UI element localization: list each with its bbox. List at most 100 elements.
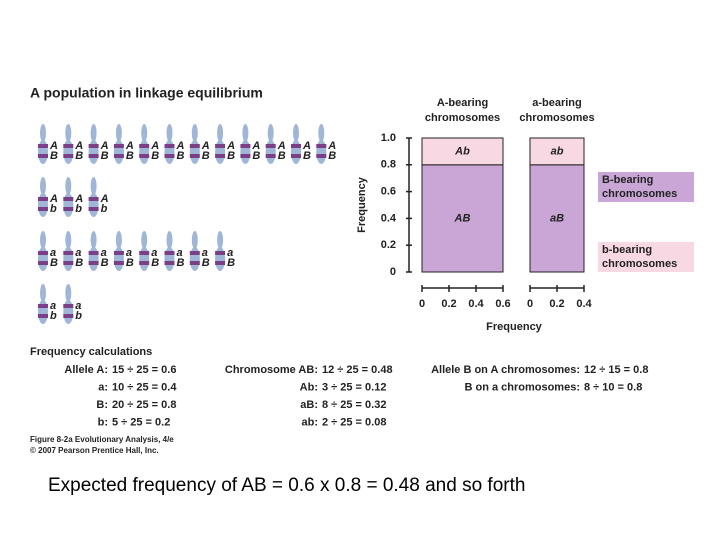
- calc-label: aB:: [300, 399, 318, 411]
- allele-label: B: [126, 257, 134, 269]
- calc-label: B on a chromosomes:: [464, 381, 580, 393]
- row-label: chromosomes: [602, 258, 677, 270]
- band: [38, 261, 48, 265]
- chromosome-arm: [115, 231, 122, 249]
- calc-label: b:: [98, 416, 108, 428]
- chromosome-arm: [90, 177, 97, 195]
- allele-label: b: [101, 203, 108, 215]
- mosaic-cell: [529, 164, 585, 273]
- chromosome-arm: [65, 177, 72, 195]
- allele-label: a: [202, 247, 208, 259]
- y-tick-label: 0.8: [381, 159, 396, 171]
- calc-expression: 12 ÷ 25 = 0.48: [322, 364, 393, 376]
- chromosome-arm: [291, 140, 301, 164]
- allele-label: A: [150, 140, 159, 152]
- band: [88, 197, 99, 201]
- band: [139, 154, 150, 158]
- calc-expression: 5 ÷ 25 = 0.2: [112, 416, 170, 428]
- allele-label: a: [50, 247, 56, 259]
- row-label: b-bearing: [602, 244, 652, 256]
- row-label-box: [598, 242, 694, 272]
- chromosome-arm: [38, 247, 48, 271]
- band: [189, 251, 200, 255]
- x-tick-label: 0.4: [468, 298, 484, 310]
- allele-label: A: [201, 140, 210, 152]
- band: [316, 144, 327, 148]
- cell-label: Ab: [454, 145, 470, 157]
- band: [189, 154, 200, 158]
- chromosome-arm: [40, 177, 46, 195]
- chromosome-arm: [141, 231, 148, 249]
- allele-label: B: [177, 257, 185, 269]
- band: [113, 261, 124, 265]
- allele-label: b: [50, 310, 57, 322]
- band: [215, 251, 226, 255]
- caption: Expected frequency of AB = 0.6 x 0.8 = 0…: [48, 475, 525, 496]
- band: [88, 207, 99, 211]
- chromosome-arm: [166, 124, 173, 142]
- chromosome-arm: [113, 140, 124, 164]
- calc-label: Allele A:: [64, 364, 108, 376]
- allele-label: A: [226, 140, 235, 152]
- chromosome-arm: [318, 124, 325, 142]
- allele-label: a: [151, 247, 157, 259]
- chromosome-arm: [40, 231, 46, 249]
- chromosome-arm: [40, 124, 46, 142]
- allele-label: a: [126, 247, 132, 259]
- band: [63, 197, 74, 201]
- allele-label: A: [277, 140, 286, 152]
- band: [215, 154, 226, 158]
- allele-label: b: [75, 203, 82, 215]
- allele-label: a: [177, 247, 183, 259]
- chromosome-arm: [90, 124, 97, 142]
- chromosome-arm: [316, 140, 327, 164]
- chromosome-arm: [215, 247, 226, 271]
- allele-label: A: [327, 140, 336, 152]
- allele-label: A: [74, 140, 83, 152]
- allele-label: A: [176, 140, 185, 152]
- chromosome-arm: [217, 124, 224, 142]
- chromosome-arm: [164, 140, 175, 164]
- allele-label: B: [50, 150, 58, 162]
- allele-label: A: [125, 140, 134, 152]
- x-tick-label: 0.4: [576, 298, 592, 310]
- allele-label: B: [151, 150, 159, 162]
- band: [88, 154, 99, 158]
- band: [38, 304, 48, 308]
- allele-label: A: [49, 193, 58, 205]
- band: [215, 144, 226, 148]
- allele-label: B: [202, 257, 210, 269]
- allele-label: a: [227, 247, 233, 259]
- allele-label: B: [278, 150, 286, 162]
- allele-label: A: [100, 140, 109, 152]
- allele-label: a: [75, 247, 81, 259]
- x-axis-label: Frequency: [486, 321, 543, 333]
- band: [38, 251, 48, 255]
- row-label: B-bearing: [602, 174, 653, 186]
- figure-title: A population in linkage equilibrium: [30, 85, 263, 101]
- chromosome-arm: [90, 231, 97, 249]
- chromosome-arm: [88, 140, 99, 164]
- band: [139, 251, 150, 255]
- chromosome-arm: [189, 140, 200, 164]
- column-label: chromosomes: [519, 112, 594, 124]
- allele-label: B: [101, 150, 109, 162]
- allele-label: A: [251, 140, 260, 152]
- calc-label: Allele B on A chromosomes:: [431, 364, 580, 376]
- allele-label: B: [227, 257, 235, 269]
- band: [265, 144, 276, 148]
- chromosome-arm: [88, 193, 99, 217]
- calc-expression: 10 ÷ 25 = 0.4: [112, 381, 177, 393]
- calc-label: B:: [96, 399, 108, 411]
- chromosome-arm: [189, 247, 200, 271]
- chromosome-arm: [38, 140, 48, 164]
- band: [291, 144, 301, 148]
- calc-heading: Frequency calculations: [30, 346, 152, 358]
- mosaic-cell: [529, 137, 585, 166]
- row-label: chromosomes: [602, 188, 677, 200]
- chromosome-arm: [38, 300, 48, 324]
- credit: © 2007 Pearson Prentice Hall, Inc.: [30, 446, 159, 455]
- calc-expression: 3 ÷ 25 = 0.12: [322, 381, 386, 393]
